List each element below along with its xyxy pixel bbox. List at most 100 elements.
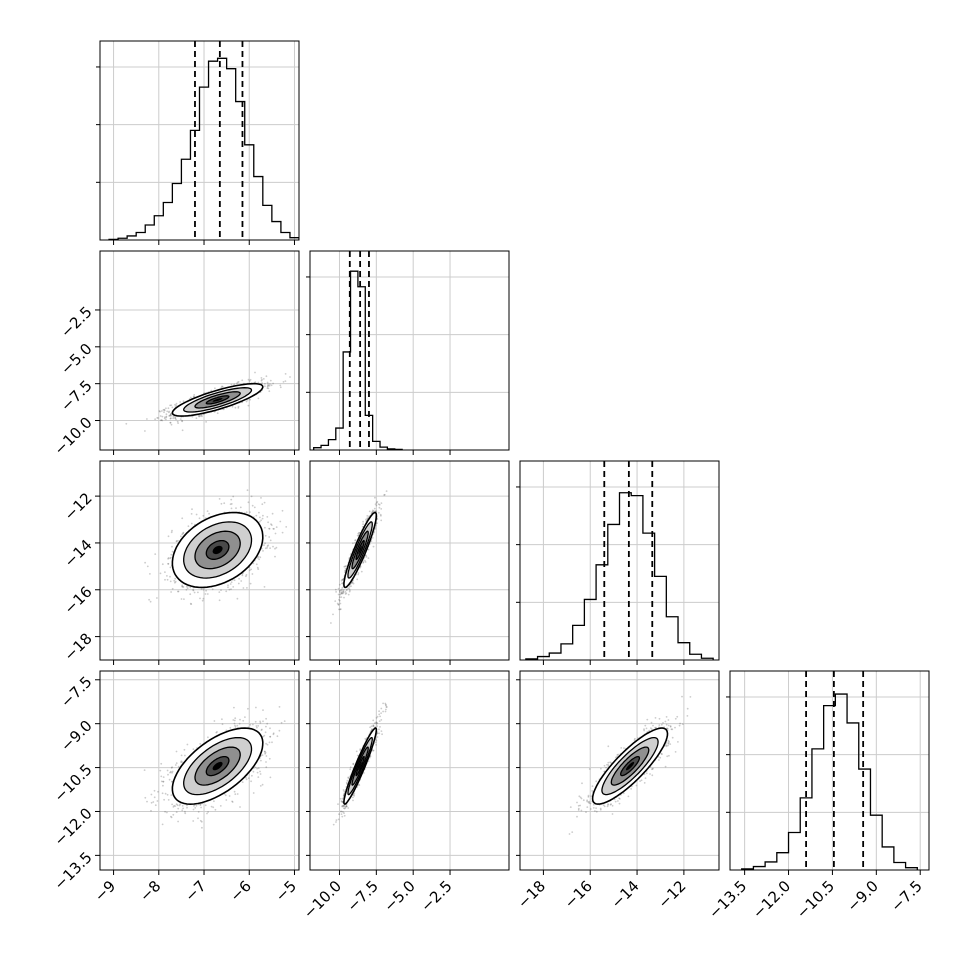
scatter-point — [210, 389, 213, 392]
grid — [310, 461, 509, 660]
scatter-point — [167, 562, 170, 565]
scatter-point — [365, 518, 367, 521]
scatter-point — [170, 767, 173, 769]
scatter-point — [160, 410, 163, 412]
scatter-point — [257, 568, 260, 570]
scatter-point — [170, 794, 173, 796]
scatter-point — [357, 572, 360, 574]
scatter-point — [253, 506, 256, 509]
scatter-point — [372, 510, 375, 513]
scatter-point — [154, 553, 157, 555]
scatter-point — [163, 411, 165, 414]
scatter-point — [341, 592, 344, 594]
scatter-point — [259, 770, 261, 773]
scatter-point — [225, 799, 228, 801]
scatter-point — [174, 417, 177, 420]
scatter-point — [165, 407, 167, 410]
scatter-point — [174, 805, 177, 807]
scatter-point — [339, 608, 342, 610]
scatter-point — [362, 562, 364, 564]
pair-panel-3-0: −9 −8 −7 −6 −5−13.5−12.0−10.5−9.0−7.5 — [50, 670, 300, 905]
scatter-point — [354, 539, 357, 541]
scatter-point — [221, 723, 224, 726]
scatter-point — [167, 563, 170, 565]
scatter-point — [239, 506, 242, 509]
scatter-point — [176, 420, 179, 423]
scatter-point — [264, 731, 267, 734]
scatter-point — [267, 384, 270, 387]
scatter-point — [195, 513, 198, 516]
scatter-point — [263, 501, 266, 504]
scatter-point — [184, 812, 187, 815]
scatter-point — [160, 419, 163, 421]
scatter-point — [171, 550, 174, 553]
scatter-point — [274, 532, 277, 535]
scatter-point — [338, 583, 341, 586]
scatter-point — [260, 519, 262, 522]
scatter-point — [190, 603, 193, 605]
scatter-point — [342, 590, 345, 592]
scatter-point — [264, 534, 267, 537]
scatter-point — [170, 423, 173, 426]
scatter-point — [169, 413, 172, 416]
scatter-point — [171, 780, 173, 783]
scatter-point — [181, 809, 184, 812]
scatter-point — [167, 407, 170, 410]
hist-panel-1 — [306, 250, 510, 455]
scatter-point — [148, 598, 151, 601]
scatter-point — [342, 588, 345, 591]
y-tick-label: −2.5 — [57, 303, 95, 341]
scatter-point — [380, 514, 382, 517]
scatter-point — [337, 603, 340, 606]
scatter-point — [161, 415, 164, 418]
scatter-point — [264, 752, 266, 755]
scatter-point — [268, 536, 271, 538]
scatter-point — [181, 533, 184, 536]
scatter-point — [220, 502, 223, 505]
scatter-point — [267, 384, 269, 387]
scatter-point — [268, 384, 271, 387]
scatter-point — [161, 419, 164, 422]
scatter-point — [266, 516, 269, 518]
scatter-point — [174, 403, 176, 406]
scatter-point — [168, 411, 170, 414]
histogram-2 — [525, 492, 714, 660]
scatter-point — [177, 539, 179, 542]
scatter-point — [159, 419, 162, 422]
scatter-point — [249, 398, 252, 401]
scatter-point — [197, 817, 199, 820]
scatter-point — [214, 808, 217, 811]
scatter-point — [336, 602, 339, 605]
scatter-point — [234, 717, 237, 720]
scatter-point — [189, 602, 192, 605]
scatter-point — [206, 593, 209, 595]
scatter-point — [357, 532, 360, 535]
scatter-point — [166, 410, 169, 413]
scatter-point — [251, 573, 254, 575]
scatter-point — [272, 545, 274, 548]
scatter-point — [268, 390, 271, 393]
scatter-point — [160, 762, 163, 765]
scatter-point — [239, 718, 241, 721]
scatter-point — [197, 811, 200, 813]
scatter-point — [376, 500, 379, 503]
scatter-point — [169, 414, 172, 417]
scatter-point — [173, 579, 176, 582]
scatter-point — [172, 806, 175, 808]
scatter-point — [345, 589, 348, 591]
scatter-point — [344, 567, 347, 570]
scatter-point — [165, 415, 168, 418]
y-tick-label: −10.0 — [50, 413, 95, 458]
scatter-point — [351, 581, 354, 583]
scatter-point — [150, 801, 153, 804]
grid — [100, 251, 299, 450]
scatter-point — [267, 383, 269, 385]
scatter-point — [262, 514, 264, 517]
scatter-point — [161, 563, 164, 566]
scatter-point — [171, 406, 174, 409]
scatter-point — [342, 591, 345, 593]
scatter-point — [263, 544, 265, 546]
scatter-point — [182, 531, 185, 534]
scatter-point — [264, 547, 267, 550]
